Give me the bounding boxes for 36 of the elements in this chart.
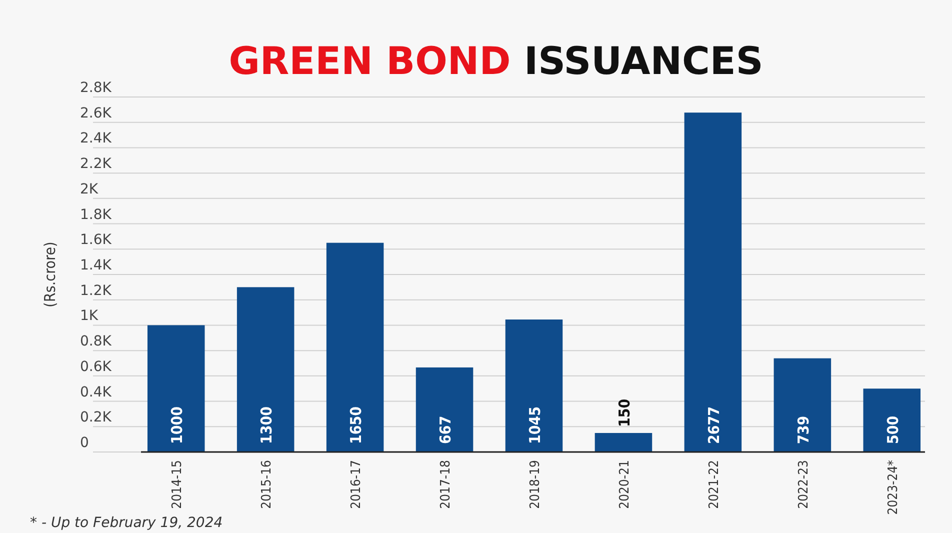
y-tick-label: 2.8K xyxy=(80,80,112,96)
y-tick-label: 0.6K xyxy=(80,358,112,375)
data-label: 150 xyxy=(615,398,634,427)
x-tick-label: 2018-19 xyxy=(528,460,543,509)
data-label: 667 xyxy=(436,416,455,444)
x-tick-label: 2015-16 xyxy=(260,460,275,509)
y-tick-label: 2.4K xyxy=(80,130,112,147)
y-axis-title: (Rs.crore) xyxy=(41,242,59,308)
y-tick-label: 0 xyxy=(80,435,89,451)
y-tick-label: 1.6K xyxy=(80,232,112,248)
x-tick-label: 2020-21 xyxy=(617,460,632,509)
y-tick-label: 1.4K xyxy=(80,258,112,274)
y-tick-label: 0.8K xyxy=(80,334,112,350)
y-tick-label: 1.8K xyxy=(80,206,112,223)
y-tick-label: 0.4K xyxy=(80,384,112,400)
data-label: 1650 xyxy=(347,406,366,444)
x-tick-label: 2022-23 xyxy=(796,460,812,509)
x-tick-label: 2021-22 xyxy=(706,460,722,509)
y-tick-label: 0.2K xyxy=(80,410,112,426)
data-label: 1045 xyxy=(526,406,544,444)
x-tick-label: 2017-18 xyxy=(438,460,454,509)
x-tick-label: 2014-15 xyxy=(170,460,186,509)
y-tick-label: 2.6K xyxy=(80,105,112,122)
data-label: 739 xyxy=(794,416,812,444)
y-tick-label: 2K xyxy=(80,181,99,198)
y-tick-label: 1K xyxy=(80,308,99,324)
y-tick-label: 1.2K xyxy=(80,282,112,299)
chart-title: GREEN BOND ISSUANCES xyxy=(228,39,764,83)
x-tick-label: 2023-24* xyxy=(886,460,901,515)
data-label: 500 xyxy=(884,416,902,444)
data-label: 1000 xyxy=(168,406,186,444)
text: * - Up to February 19, 2024 xyxy=(30,515,223,531)
x-tick-label: 2016-17 xyxy=(349,460,364,509)
data-label: 2677 xyxy=(704,406,723,444)
y-tick-label: 2.2K xyxy=(80,156,112,172)
data-label: 1300 xyxy=(258,406,276,444)
